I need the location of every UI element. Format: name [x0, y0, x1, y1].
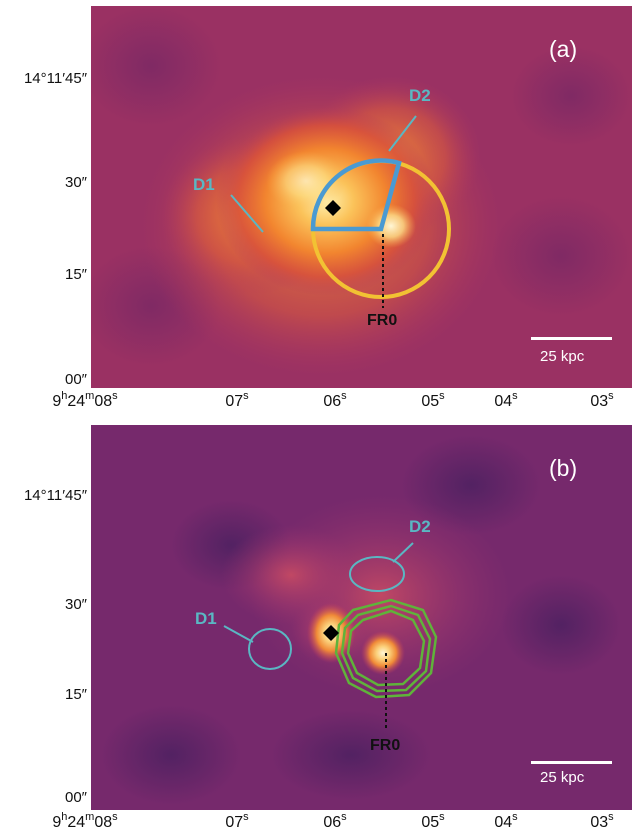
d2-ellipse-region: [349, 556, 405, 592]
radio-contour-inner: [346, 609, 426, 687]
y-tick-45: 14°11′45″: [23, 70, 87, 87]
d1-leader-line: [230, 194, 264, 233]
xray-image-b: (b) D2 D1 FR0 25 kpc: [91, 425, 632, 810]
diamond-marker: [323, 625, 339, 641]
fr0-label: FR0: [370, 737, 401, 754]
scale-label: 25 kpc: [540, 769, 585, 786]
radio-contour-outer: [334, 598, 438, 699]
x-tick-07: 07s: [225, 811, 249, 831]
panel-a: (a) D2 D1 FR0 25 kpc 14°11′45″ 30″ 15″ 0…: [0, 0, 632, 418]
y-tick-45: 14°11′45″: [23, 487, 87, 504]
x-tick-05: 05s: [421, 390, 445, 410]
d1-leader-line: [223, 625, 254, 643]
d1-label: D1: [195, 609, 217, 628]
xray-map-b: [91, 425, 632, 810]
y-tick-00: 00″: [65, 789, 87, 806]
panel-letter: (a): [549, 36, 578, 62]
x-tick-08: 9h24m08s: [52, 390, 118, 410]
panel-letter: (b): [549, 455, 578, 481]
d2-label: D2: [409, 517, 431, 536]
x-tick-03: 03s: [590, 811, 614, 831]
d1-label: D1: [193, 175, 215, 194]
x-tick-05: 05s: [421, 811, 445, 831]
y-tick-30: 30″: [65, 596, 87, 613]
radio-contour-middle: [340, 604, 432, 693]
xray-image-a: (a) D2 D1 FR0 25 kpc: [91, 6, 632, 388]
scale-bar: [531, 761, 612, 764]
y-tick-00: 00″: [65, 371, 87, 388]
d2-leader-line: [392, 542, 414, 563]
d2-sector-region: [310, 158, 402, 232]
y-tick-15: 15″: [65, 266, 87, 283]
y-tick-30: 30″: [65, 174, 87, 191]
fr0-label: FR0: [367, 312, 398, 329]
x-tick-06: 06s: [323, 390, 347, 410]
x-tick-03: 03s: [590, 390, 614, 410]
panel-b: (b) D2 D1 FR0 25 kpc 14°11′45″ 30″ 15″ 0…: [0, 418, 632, 837]
x-tick-08: 9h24m08s: [52, 811, 118, 831]
d1-ellipse-region: [248, 628, 292, 670]
x-tick-07: 07s: [225, 390, 249, 410]
xray-map-a: [91, 6, 632, 388]
scale-label: 25 kpc: [540, 348, 585, 365]
x-tick-04: 04s: [494, 811, 518, 831]
d2-leader-line: [388, 115, 417, 152]
x-tick-04: 04s: [494, 390, 518, 410]
diamond-marker: [325, 200, 341, 216]
x-tick-06: 06s: [323, 811, 347, 831]
scale-bar: [531, 337, 612, 340]
y-tick-15: 15″: [65, 686, 87, 703]
d2-label: D2: [409, 86, 431, 105]
